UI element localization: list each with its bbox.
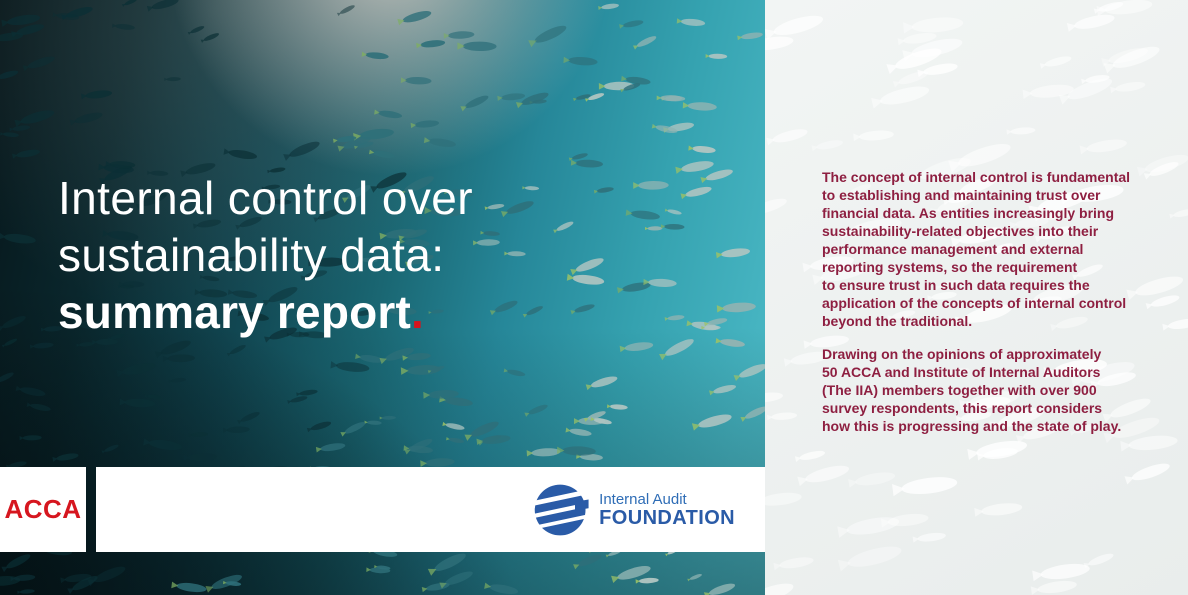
intro-paragraph-2: Drawing on the opinions of approximately… (822, 346, 1122, 434)
intro-text-block: The concept of internal control is funda… (822, 168, 1158, 450)
title-line-3: summary report. (58, 284, 473, 341)
logo-band: ACCA Internal Audit FOU (0, 467, 765, 552)
report-title: Internal control over sustainability dat… (58, 170, 473, 341)
foundation-logo-bottom-text: FOUNDATION (599, 506, 735, 529)
foundation-logo-text: Internal Audit FOUNDATION (599, 491, 735, 529)
underwater-photo: Internal control over sustainability dat… (0, 0, 765, 595)
title-line-2: sustainability data: (58, 229, 445, 281)
acca-logo-text: ACCA (4, 494, 82, 524)
title-line-1: Internal control over (58, 172, 473, 224)
acca-logo: ACCA (0, 467, 86, 552)
intro-panel: The concept of internal control is funda… (765, 0, 1188, 595)
title-line-3-text: summary report (58, 286, 412, 338)
faint-fish-pattern (765, 0, 1188, 595)
title-red-dot: . (411, 286, 425, 338)
internal-audit-foundation-logo: Internal Audit FOUNDATION (533, 482, 735, 538)
foundation-logo-top-text: Internal Audit (599, 490, 687, 508)
foundation-logo-box: Internal Audit FOUNDATION (96, 467, 765, 552)
foundation-globe-icon (533, 484, 590, 535)
intro-paragraph-1: The concept of internal control is funda… (822, 169, 1131, 329)
